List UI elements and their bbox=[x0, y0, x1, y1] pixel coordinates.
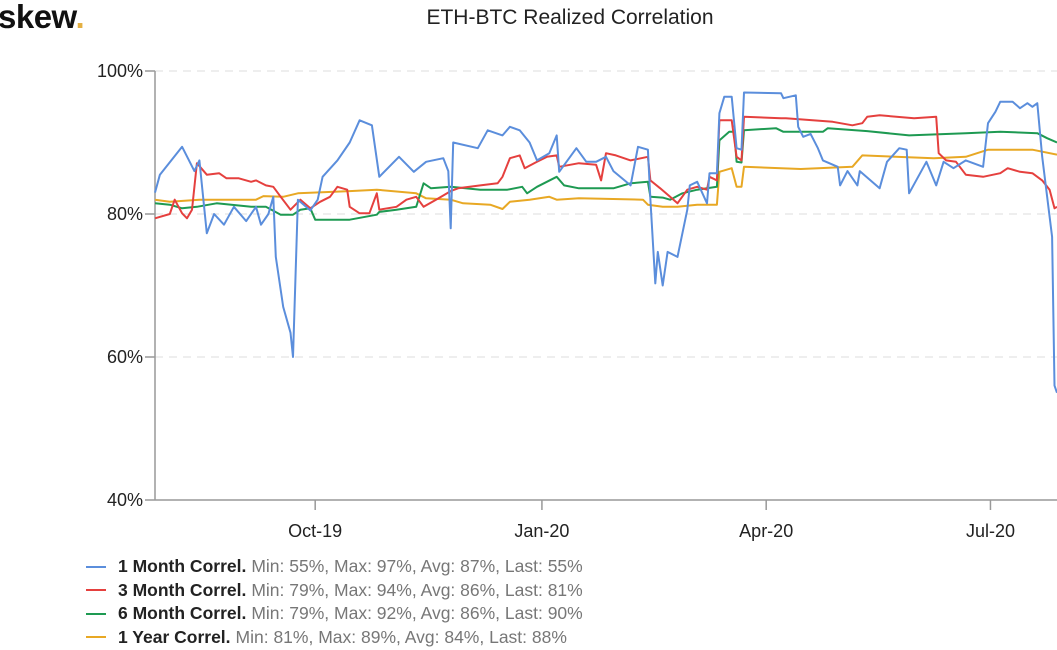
legend-swatch bbox=[86, 589, 106, 592]
legend-series-name: 1 Month Correl. bbox=[118, 556, 247, 576]
skew-logo: skew. bbox=[0, 0, 85, 36]
series-line-3-month-correl bbox=[154, 114, 1057, 220]
y-tick-label: 100% bbox=[97, 61, 143, 81]
x-tick-label: Apr-20 bbox=[739, 521, 793, 541]
y-tick-label: 60% bbox=[107, 347, 143, 367]
legend-swatch bbox=[86, 636, 106, 639]
series-line-6-month-correl bbox=[154, 127, 1057, 221]
chart-title: ETH-BTC Realized Correlation bbox=[426, 6, 714, 29]
legend-item[interactable]: 6 Month Correl. Min: 79%, Max: 92%, Avg: … bbox=[86, 602, 583, 626]
x-tick-label: Jan-20 bbox=[514, 521, 569, 541]
legend-series-name: 1 Year Correl. bbox=[118, 626, 231, 647]
legend-swatch bbox=[86, 565, 106, 568]
line-chart: 40% 60% 80% 100% Oct-19 Jan-20 Apr-20 Jul-20 bbox=[97, 61, 1057, 541]
legend-item[interactable]: 1 Year Correl. Min: 81%, Max: 89%, Avg: 8… bbox=[86, 626, 583, 650]
legend-swatch bbox=[86, 612, 106, 615]
logo-dot: . bbox=[75, 0, 85, 35]
legend-series-stats: Min: 79%, Max: 94%, Avg: 86%, Last: 81% bbox=[251, 579, 583, 600]
logo-text: skew bbox=[0, 0, 76, 35]
legend-item[interactable]: 1 Month Correl. Min: 55%, Max: 97%, Avg: … bbox=[86, 555, 583, 579]
legend-series-stats: Min: 81%, Max: 89%, Avg: 84%, Last: 88% bbox=[235, 626, 567, 647]
legend: 1 Month Correl. Min: 55%, Max: 97%, Avg: … bbox=[86, 555, 583, 649]
y-tick-label: 40% bbox=[107, 490, 143, 510]
x-tick-label: Jul-20 bbox=[966, 521, 1015, 541]
series-line-1-year-correl bbox=[154, 148, 1057, 210]
legend-series-stats: Min: 55%, Max: 97%, Avg: 87%, Last: 55% bbox=[251, 556, 583, 576]
legend-series-stats: Min: 79%, Max: 92%, Avg: 86%, Last: 90% bbox=[251, 603, 583, 623]
legend-series-name: 3 Month Correl. bbox=[118, 579, 247, 600]
legend-item[interactable]: 3 Month Correl. Min: 79%, Max: 94%, Avg: … bbox=[86, 579, 583, 603]
legend-series-name: 6 Month Correl. bbox=[118, 603, 247, 623]
series-line-1-month-correl bbox=[154, 91, 1057, 394]
x-tick-label: Oct-19 bbox=[288, 521, 342, 541]
y-tick-label: 80% bbox=[107, 204, 143, 224]
